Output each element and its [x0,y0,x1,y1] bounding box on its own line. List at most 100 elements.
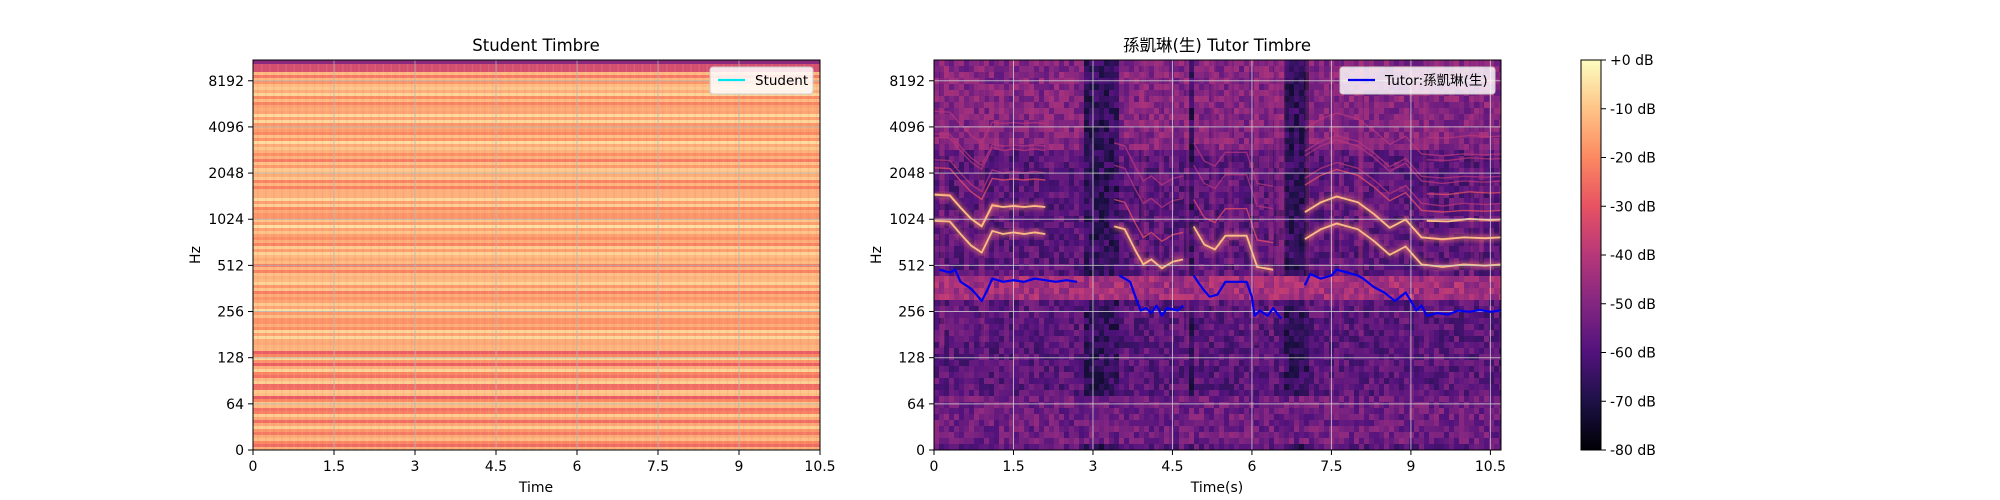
tutor-cell [1139,366,1144,372]
tutor-cell [1154,222,1159,228]
student-legend-label: Student [755,73,808,89]
tutor-cell [1134,444,1139,450]
tutor-cell [1124,258,1129,264]
tutor-cell [1274,444,1279,450]
tutor-cell [1284,330,1289,336]
tutor-cell [1094,264,1099,270]
tutor-cell [1054,414,1059,420]
tutor-cell [1234,138,1239,144]
tutor-cell [979,282,984,288]
tutor-cell [964,162,969,168]
tutor-cell [1159,336,1164,342]
tutor-cell [934,288,939,294]
tutor-cell [949,396,954,402]
tutor-cell [1164,276,1169,282]
tutor-cell [964,186,969,192]
tutor-cell [1024,396,1029,402]
tutor-cell [989,192,994,198]
tutor-cell [1274,120,1279,126]
tutor-cell [1029,84,1034,90]
tutor-cell [984,60,989,66]
tutor-cell [994,318,999,324]
tutor-cell [1114,420,1119,426]
tutor-cell [1004,378,1009,384]
tutor-cell [1224,204,1229,210]
tutor-cell [1199,402,1204,408]
tutor-cell [1184,126,1189,132]
tutor-cell [1084,138,1089,144]
tutor-cell [1009,282,1014,288]
tutor-cell [1094,198,1099,204]
tutor-cell [1064,300,1069,306]
tutor-cell [1164,252,1169,258]
tutor-cell [1179,414,1184,420]
tutor-cell [1149,60,1154,66]
tutor-cell [994,432,999,438]
tutor-cell [969,138,974,144]
tutor-cell [1054,180,1059,186]
tutor-cell [1049,342,1054,348]
tutor-cell [1014,312,1019,318]
tutor-cell [1114,228,1119,234]
tutor-cell [1134,192,1139,198]
tutor-cell [1094,270,1099,276]
student-band [253,183,820,186]
tutor-cell [1079,222,1084,228]
student-frame-stripe [358,60,360,450]
tutor-cell [994,126,999,132]
student-frame-stripe [402,60,405,450]
tutor-cell [1214,384,1219,390]
tutor-cell [1269,180,1274,186]
tutor-cell [1099,294,1104,300]
tutor-cell [1124,396,1129,402]
tutor-cell [1129,426,1134,432]
student-band [253,171,820,174]
student-frame-stripe [613,60,615,450]
tutor-cell [1174,378,1179,384]
tutor-cell [999,420,1004,426]
tutor-cell [1189,126,1194,132]
tutor-cell [964,426,969,432]
tutor-cell [964,108,969,114]
tutor-cell [1219,306,1224,312]
tutor-cell [1264,222,1269,228]
tutor-cell [1084,390,1089,396]
tutor-cell [959,138,964,144]
tutor-cell [1014,324,1019,330]
tutor-cell [939,414,944,420]
tutor-cell [1289,120,1294,126]
tutor-cell [1229,108,1234,114]
tutor-cell [1184,192,1189,198]
tutor-cell [1069,90,1074,96]
tutor-cell [964,288,969,294]
tutor-cell [1159,228,1164,234]
tutor-cell [1209,360,1214,366]
tutor-cell [1189,60,1194,66]
tutor-cell [1114,384,1119,390]
x-tick-label: 9 [735,459,744,475]
tutor-cell [1254,372,1259,378]
tutor-cell [1169,246,1174,252]
tutor-cell [1079,336,1084,342]
tutor-cell [1109,360,1114,366]
tutor-cell [1084,372,1089,378]
tutor-cell [1189,396,1194,402]
tutor-cell [994,150,999,156]
tutor-cell [1289,336,1294,342]
tutor-cell [1179,366,1184,372]
tutor-cell [1029,156,1034,162]
tutor-cell [1119,60,1124,66]
tutor-cell [1154,396,1159,402]
tutor-cell [1039,264,1044,270]
tutor-cell [1254,360,1259,366]
tutor-cell [1089,348,1094,354]
tutor-cell [1209,186,1214,192]
tutor-cell [934,174,939,180]
tutor-cell [1109,186,1114,192]
tutor-cell [949,282,954,288]
tutor-cell [1264,66,1269,72]
student-frame-stripe [621,60,623,450]
tutor-cell [1109,426,1114,432]
tutor-cell [1189,282,1194,288]
tutor-cell [939,378,944,384]
